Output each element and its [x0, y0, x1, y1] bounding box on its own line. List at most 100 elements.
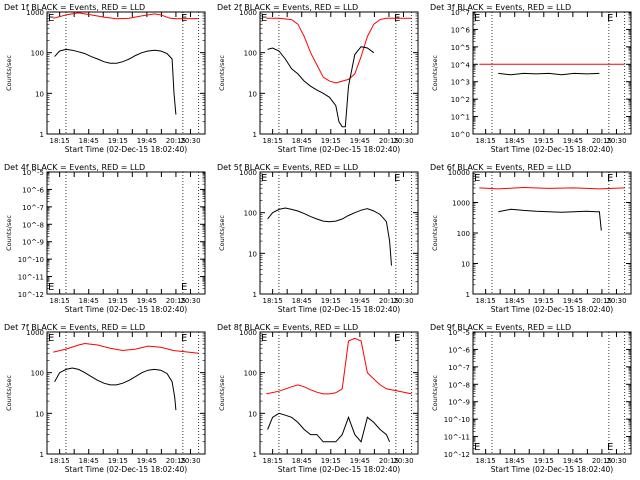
chart-title: Det 5f BLACK = Events, RED = LLD: [217, 163, 358, 172]
plot-frame: [259, 331, 419, 455]
series-line-2: [498, 208, 602, 231]
y-tick-label: 10^-9: [448, 399, 470, 407]
y-tick-label: 1000: [239, 169, 257, 177]
y-tick-label: 10: [248, 90, 257, 98]
chart-title: Det 4f BLACK = Events, RED = LLD: [4, 163, 145, 172]
event-marker-start: E: [48, 13, 54, 24]
chart-title: Det 9f BLACK = Events, RED = LLD: [430, 323, 571, 332]
y-tick-label: 10^-11: [444, 434, 470, 442]
y-tick-label: 1: [40, 131, 44, 139]
x-tick-label: 20:15: [166, 137, 186, 145]
y-tick-label: 1000: [452, 200, 470, 208]
x-tick-label: 19:45: [350, 137, 370, 145]
x-tick-label: 19:15: [108, 297, 128, 305]
x-axis-label: Start Time (02-Dec-15 18:02:40): [65, 145, 187, 154]
chart-panel-2: Det 2f BLACK = Events, RED = LLD 1 10 100 10…: [217, 3, 419, 154]
chart-panel-9: Det 9f BLACK = Events, RED = LLD 10^-12 10…: [430, 323, 632, 474]
x-tick-label: 19:15: [534, 457, 554, 465]
y-axis-label: Counts/sec: [5, 375, 13, 411]
x-tick-label: 18:45: [292, 297, 312, 305]
y-tick-label: 10^1: [451, 114, 470, 122]
y-axis-label: Counts/sec: [5, 215, 13, 251]
chart-panel-3: Det 3f BLACK = Events, RED = LLD 10^0 10^1…: [430, 3, 632, 154]
y-axis-label: Counts/sec: [218, 55, 226, 91]
y-tick-label: 10^-7: [448, 364, 470, 372]
y-tick-label: 100: [31, 370, 44, 378]
event-marker-start: E: [474, 442, 480, 453]
y-axis-label: Counts/sec: [431, 55, 439, 91]
chart-panel-1: Det 1f BLACK = Events, RED = LLD 1 10 100 10…: [4, 3, 206, 154]
series-line-1: [479, 186, 625, 190]
x-axis-label: Start Time (02-Dec-15 18:02:40): [491, 145, 613, 154]
y-tick-label: 10^-5: [22, 169, 44, 177]
x-tick-label: 18:45: [79, 137, 99, 145]
x-tick-label: 18:15: [50, 137, 70, 145]
y-tick-label: 1: [253, 131, 257, 139]
x-tick-label: 18:15: [50, 297, 70, 305]
y-tick-label: 10: [248, 410, 257, 418]
y-tick-label: 100: [244, 210, 257, 218]
y-axis-label: Counts/sec: [431, 215, 439, 251]
x-tick-label: 20:30: [606, 457, 626, 465]
y-tick-label: 1: [253, 451, 257, 459]
y-axis-label: Counts/sec: [5, 55, 13, 91]
chart-title: Det 8f BLACK = Events, RED = LLD: [217, 323, 358, 332]
event-marker-start: E: [474, 173, 480, 184]
y-tick-label: 10^-11: [18, 274, 44, 282]
y-tick-label: 10^5: [451, 44, 470, 52]
event-marker-end: E: [181, 282, 187, 293]
series-line-1: [53, 12, 199, 20]
chart-title: Det 6f BLACK = Events, RED = LLD: [430, 163, 571, 172]
x-tick-label: 20:30: [393, 457, 413, 465]
x-tick-label: 20:15: [379, 297, 399, 305]
y-axis-label: Counts/sec: [218, 215, 226, 251]
event-marker-start: E: [261, 333, 267, 344]
chart-title: Det 1f BLACK = Events, RED = LLD: [4, 3, 145, 12]
event-marker-end: E: [607, 442, 613, 453]
series-line-2: [498, 72, 600, 76]
y-tick-label: 10^-10: [18, 256, 44, 264]
x-axis-label: Start Time (02-Dec-15 18:02:40): [65, 465, 187, 474]
y-tick-label: 10^-8: [22, 221, 44, 229]
y-tick-label: 100: [244, 370, 257, 378]
event-marker-end: E: [607, 13, 613, 24]
y-tick-label: 10^6: [451, 26, 471, 34]
y-tick-label: 10^-12: [18, 291, 44, 299]
y-tick-label: 1: [40, 451, 44, 459]
x-tick-label: 19:15: [108, 457, 128, 465]
y-tick-label: 1000: [26, 329, 44, 337]
y-tick-label: 10^4: [451, 61, 471, 69]
y-tick-label: 1: [466, 291, 470, 299]
plot-frame: [259, 11, 419, 135]
y-axis-label: Counts/sec: [218, 375, 226, 411]
x-tick-label: 20:15: [379, 137, 399, 145]
plot-frame: [472, 171, 632, 295]
y-tick-label: 100: [457, 230, 470, 238]
event-marker-start: E: [48, 333, 54, 344]
y-tick-label: 10^-6: [448, 346, 470, 354]
y-tick-label: 100: [31, 50, 44, 58]
y-tick-label: 10^7: [451, 9, 470, 17]
y-tick-label: 10^-10: [444, 416, 470, 424]
x-tick-label: 19:45: [137, 137, 157, 145]
x-axis-label: Start Time (02-Dec-15 18:02:40): [491, 305, 613, 314]
series-line-2: [267, 46, 375, 128]
series-line-1: [266, 17, 412, 84]
y-tick-label: 10^2: [451, 96, 470, 104]
x-tick-label: 19:15: [108, 137, 128, 145]
y-tick-label: 10^-12: [444, 451, 470, 459]
x-tick-label: 18:15: [476, 137, 496, 145]
y-tick-label: 10^-7: [22, 204, 44, 212]
x-tick-label: 18:15: [263, 297, 283, 305]
y-tick-label: 10^3: [451, 79, 470, 87]
y-tick-label: 1000: [239, 9, 257, 17]
y-tick-label: 10: [461, 261, 470, 269]
x-tick-label: 20:30: [393, 137, 413, 145]
event-marker-start: E: [261, 13, 267, 24]
series-line-2: [54, 367, 177, 411]
chart-title: Det 7f BLACK = Events, RED = LLD: [4, 323, 145, 332]
x-tick-label: 18:15: [50, 457, 70, 465]
x-tick-label: 19:15: [321, 457, 341, 465]
event-marker-start: E: [261, 173, 267, 184]
x-tick-label: 20:15: [592, 137, 612, 145]
